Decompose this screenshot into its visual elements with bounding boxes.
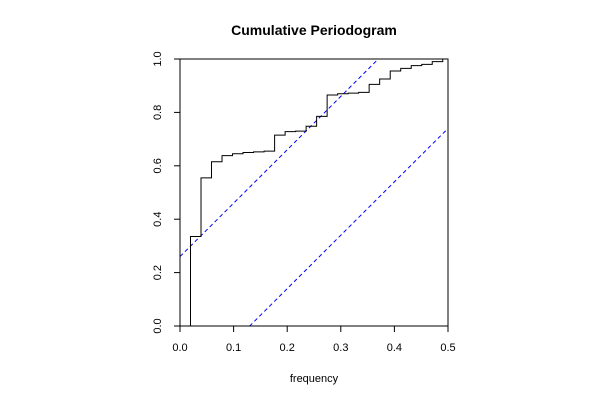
x-axis-label: frequency	[290, 373, 339, 385]
x-axis: 0.0 0.1 0.2 0.3 0.4 0.5	[172, 325, 456, 354]
y-axis: 0.0 0.2 0.4 0.6 0.8 1.0	[152, 51, 181, 334]
upper-band-line	[180, 59, 380, 257]
x-tick-label: 0.5	[440, 342, 455, 354]
x-tick-label: 0.0	[172, 342, 187, 354]
cumulative-periodogram-line	[190, 59, 444, 326]
x-tick-label: 0.3	[333, 342, 348, 354]
x-tick-label: 0.1	[226, 342, 241, 354]
y-tick-label: 0.4	[152, 212, 164, 227]
plot-frame	[179, 58, 449, 327]
y-tick-label: 0.0	[152, 318, 164, 333]
x-tick-label: 0.4	[387, 342, 402, 354]
y-tick-label: 0.2	[152, 265, 164, 280]
lower-band-line	[248, 128, 448, 326]
y-tick-label: 0.8	[152, 105, 164, 120]
y-tick-label: 1.0	[152, 51, 164, 66]
chart-title: Cumulative Periodogram	[231, 22, 397, 38]
x-tick-label: 0.2	[280, 342, 295, 354]
y-tick-label: 0.6	[152, 158, 164, 173]
